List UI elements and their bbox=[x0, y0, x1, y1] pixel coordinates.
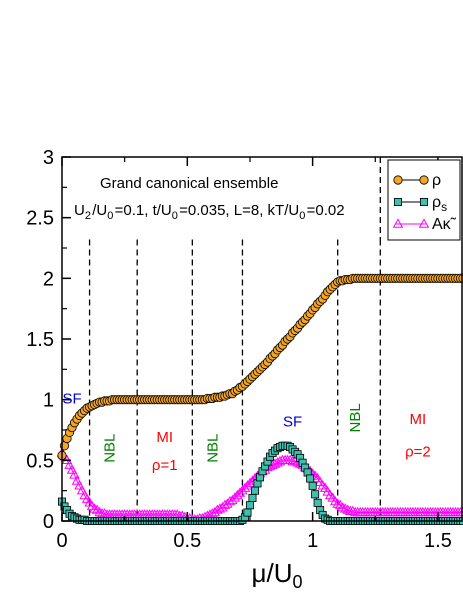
annotation-params: U2 /U0 =0.1, t/U0 =0.035, L=8, kT/U0 =0.… bbox=[74, 202, 345, 222]
legend-marker bbox=[419, 175, 429, 185]
axis-ticks: 0 0.5 1 1.5 0 0.5 1 1.5 2 2.5 3 bbox=[26, 147, 452, 552]
a-kappa-point bbox=[227, 494, 238, 505]
a-kappa-point bbox=[339, 503, 351, 513]
rho-s-point bbox=[313, 498, 322, 507]
a-kappa-point bbox=[71, 475, 83, 485]
a-kappa-point bbox=[342, 504, 353, 514]
a-kappa-point bbox=[239, 482, 251, 492]
rho-s-point bbox=[250, 486, 259, 495]
a-kappa-point bbox=[64, 459, 75, 469]
rho-s-point bbox=[311, 490, 320, 499]
y-tick-label: 0 bbox=[43, 511, 54, 533]
region-label: SF bbox=[62, 390, 81, 407]
x-tick-label: 1.5 bbox=[424, 530, 452, 552]
a-kappa-point bbox=[99, 508, 110, 518]
a-kappa-point bbox=[237, 485, 248, 495]
region-label: ρ=2 bbox=[405, 444, 431, 461]
y-tick-label: 1.5 bbox=[26, 329, 54, 351]
x-axis-label: μ/U0 bbox=[252, 558, 303, 592]
y-tick-label: 2.5 bbox=[26, 208, 54, 230]
a-kappa-point bbox=[212, 504, 223, 514]
region-label: NBL bbox=[102, 434, 119, 463]
a-kappa-point bbox=[89, 503, 100, 513]
rho-s-point bbox=[306, 474, 315, 483]
x-tick-label: 0.5 bbox=[173, 530, 201, 552]
a-kappa-point bbox=[234, 487, 246, 497]
region-label: MI bbox=[156, 429, 173, 446]
a-kappa-point bbox=[66, 464, 78, 474]
a-kappa-point bbox=[74, 480, 85, 490]
legend-entry: ρ bbox=[432, 172, 441, 189]
a-kappa-point bbox=[229, 492, 241, 502]
region-label: SF bbox=[283, 413, 302, 430]
a-kappa-point bbox=[69, 469, 80, 479]
x-tick-label: 1 bbox=[307, 530, 318, 552]
a-kappa-point bbox=[332, 498, 343, 508]
region-label: NBL bbox=[204, 434, 221, 463]
legend-marker bbox=[392, 218, 404, 228]
y-tick-label: 1 bbox=[43, 390, 54, 412]
legend-marker bbox=[393, 175, 403, 185]
region-label: ρ=1 bbox=[152, 457, 178, 474]
rho-s-point bbox=[308, 481, 317, 490]
y-tick-label: 3 bbox=[43, 147, 54, 169]
rho-s-point bbox=[248, 493, 257, 502]
annotation-title: Grand canonical ensemble bbox=[100, 175, 278, 192]
a-kappa-point bbox=[242, 480, 253, 490]
y-tick-label: 2 bbox=[43, 268, 54, 290]
legend: ρ ρs Aκ̃ bbox=[387, 159, 461, 241]
a-kappa-point bbox=[244, 477, 256, 488]
rho-s-point bbox=[245, 501, 254, 510]
legend-marker bbox=[419, 197, 428, 206]
a-kappa-point bbox=[76, 485, 88, 495]
series-rho bbox=[57, 273, 463, 461]
rho-s-point bbox=[243, 508, 252, 517]
legend-entry: ρs bbox=[432, 194, 447, 214]
y-tick-label: 0.5 bbox=[26, 450, 54, 472]
a-kappa-point bbox=[347, 505, 358, 515]
a-kappa-point bbox=[269, 458, 281, 468]
x-tick-label: 0 bbox=[56, 530, 67, 552]
legend-entry: Aκ̃ bbox=[432, 216, 457, 233]
a-kappa-point bbox=[337, 502, 348, 512]
region-label: MI bbox=[410, 411, 427, 428]
a-kappa-point bbox=[457, 506, 463, 517]
legend-marker bbox=[418, 218, 430, 228]
region-label: NBL bbox=[347, 403, 364, 432]
legend-marker bbox=[393, 197, 402, 206]
region-labels: SF NBL MI ρ=1 NBL SF NBL MI ρ=2 bbox=[62, 390, 430, 474]
a-kappa-point bbox=[232, 489, 243, 500]
a-kappa-point bbox=[94, 506, 105, 517]
a-kappa-point bbox=[284, 454, 296, 464]
a-kappa-point bbox=[272, 457, 283, 467]
